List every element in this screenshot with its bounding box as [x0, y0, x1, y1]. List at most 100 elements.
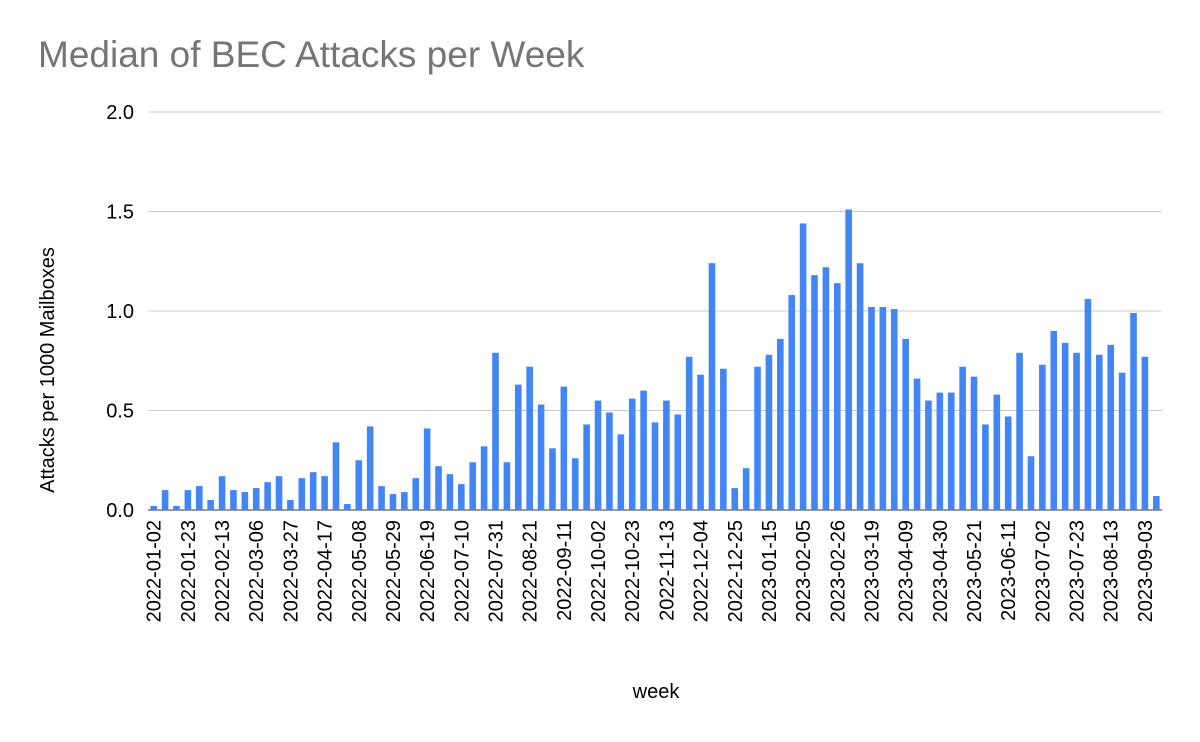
bar	[936, 392, 944, 510]
bar	[1107, 344, 1115, 510]
bar	[275, 476, 283, 510]
x-tick-label: 2023-08-13	[1101, 520, 1123, 622]
bar	[480, 446, 488, 510]
bar	[503, 462, 511, 510]
bar	[708, 263, 716, 510]
bar	[321, 476, 328, 510]
x-tick-label: 2022-12-25	[725, 520, 747, 622]
x-tick-label: 2022-01-23	[178, 520, 200, 622]
bar	[640, 390, 647, 510]
bar	[742, 468, 750, 510]
bar	[833, 283, 841, 510]
bar	[492, 352, 499, 510]
bar	[241, 492, 249, 510]
bar	[389, 494, 397, 510]
x-tick-label: 2023-07-02	[1032, 520, 1054, 622]
y-tick-label: 0.5	[106, 401, 134, 423]
bar	[1027, 456, 1035, 510]
bar	[1016, 352, 1023, 510]
bar	[161, 490, 169, 510]
bar	[720, 368, 727, 510]
bars	[150, 209, 1160, 510]
x-tick-label: 2022-01-02	[144, 520, 166, 622]
bar	[959, 366, 966, 510]
bar	[902, 338, 909, 510]
bar	[218, 476, 226, 510]
bar	[1039, 364, 1046, 510]
chart-title: Median of BEC Attacks per Week	[38, 34, 585, 75]
x-tick-label: 2023-01-15	[759, 520, 781, 622]
y-tick-label: 0.0	[106, 500, 134, 522]
bar	[252, 488, 260, 510]
bar	[822, 267, 830, 510]
bar	[765, 354, 773, 510]
x-tick-label: 2022-03-27	[280, 520, 302, 622]
bar	[970, 376, 978, 510]
gridlines	[148, 111, 1162, 511]
bar	[685, 356, 693, 510]
x-tick-label: 2023-02-05	[793, 520, 815, 622]
bar	[731, 488, 739, 510]
bar	[982, 424, 989, 510]
x-tick-label: 2023-07-23	[1067, 520, 1089, 622]
x-tick-label: 2022-08-21	[520, 520, 542, 622]
x-tick-label: 2022-02-13	[212, 520, 234, 622]
bar	[1061, 342, 1069, 510]
bar	[195, 486, 203, 510]
x-tick-label: 2023-09-03	[1135, 520, 1157, 622]
bar	[754, 366, 761, 510]
x-tick-label: 2023-04-30	[930, 520, 952, 622]
y-axis-ticks: 0.0 0.5 1.0 1.5 2.0	[106, 102, 134, 522]
x-tick-label: 2022-10-23	[622, 520, 644, 622]
x-tick-label: 2022-10-02	[588, 520, 610, 622]
bar	[446, 474, 454, 510]
bar	[890, 309, 898, 510]
x-tick-label: 2022-07-10	[451, 520, 473, 622]
y-tick-label: 1.0	[106, 301, 134, 323]
bar	[309, 472, 317, 510]
bar	[469, 462, 477, 510]
x-tick-label: 2022-05-29	[383, 520, 405, 622]
bar	[583, 424, 590, 510]
bar	[207, 500, 214, 510]
bar	[1004, 416, 1012, 510]
x-tick-label: 2022-12-04	[691, 520, 713, 622]
bar	[1130, 312, 1137, 510]
bar	[1096, 354, 1103, 510]
x-tick-label: 2022-09-11	[554, 520, 576, 621]
bar	[173, 506, 180, 510]
y-tick-label: 1.5	[106, 202, 134, 224]
bar	[697, 374, 704, 510]
bar	[1084, 299, 1092, 510]
bar	[332, 442, 340, 510]
bar	[287, 500, 294, 510]
x-tick-label: 2022-03-06	[246, 520, 268, 622]
bar	[264, 482, 271, 510]
x-tick-label: 2023-03-19	[861, 520, 883, 622]
y-axis-label: Attacks per 1000 Mailboxes	[37, 247, 59, 493]
bar	[868, 307, 875, 510]
bar	[925, 400, 932, 510]
bar	[344, 504, 351, 510]
bar	[526, 366, 533, 510]
bar	[1152, 496, 1160, 510]
bar	[799, 223, 807, 510]
x-tick-label: 2022-07-31	[485, 520, 507, 622]
bar	[378, 486, 385, 510]
x-tick-label: 2022-11-13	[656, 520, 678, 621]
bar	[594, 400, 602, 510]
bar	[1141, 356, 1149, 510]
bar	[1073, 352, 1080, 510]
bar	[651, 422, 659, 510]
bar	[366, 426, 374, 510]
bar	[458, 484, 465, 510]
bar	[150, 506, 158, 510]
bar	[184, 490, 192, 510]
bar	[993, 394, 1001, 510]
bar	[412, 478, 420, 510]
bar	[856, 263, 864, 510]
bar	[230, 490, 237, 510]
bar	[355, 460, 363, 510]
y-tick-label: 2.0	[106, 102, 134, 124]
